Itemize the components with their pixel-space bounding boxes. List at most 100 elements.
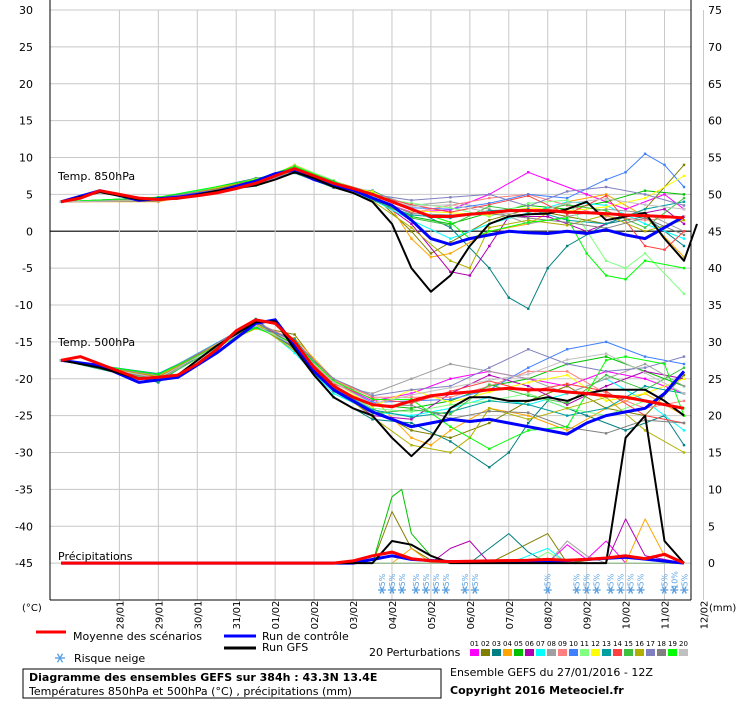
data-point — [371, 392, 373, 394]
data-point — [605, 223, 607, 225]
data-point — [488, 400, 490, 402]
perturbation-swatch — [580, 649, 589, 656]
data-point — [644, 378, 646, 380]
date-tick-label: 03/02 — [349, 601, 360, 630]
date-tick-label: 29/01 — [154, 601, 165, 630]
right-tick-label: 70 — [708, 41, 722, 54]
perturbation-swatch — [624, 649, 633, 656]
data-point — [410, 422, 412, 424]
data-point — [410, 396, 412, 398]
data-point — [683, 186, 685, 188]
data-point — [683, 444, 685, 446]
right-tick-label: 30 — [708, 336, 722, 349]
data-point — [527, 418, 529, 420]
data-point — [566, 385, 568, 387]
data-point — [527, 195, 529, 197]
perturbation-id: 09 — [558, 640, 567, 648]
right-tick-label: 55 — [708, 152, 722, 165]
data-point — [644, 204, 646, 206]
data-point — [430, 444, 432, 446]
data-point — [449, 429, 451, 431]
right-tick-label: 50 — [708, 188, 722, 201]
data-point — [527, 348, 529, 350]
data-point — [566, 429, 568, 431]
data-point — [410, 226, 412, 228]
data-point — [566, 197, 568, 199]
data-point — [410, 389, 412, 391]
perturbation-swatch — [503, 649, 512, 656]
data-point — [371, 418, 373, 420]
data-point — [527, 307, 529, 309]
data-point — [644, 230, 646, 232]
data-point — [605, 370, 607, 372]
date-tick-label: 02/02 — [310, 601, 321, 630]
date-tick-label: 01/02 — [271, 601, 282, 630]
snow-risk-value: 5% — [471, 573, 480, 586]
data-point — [410, 437, 412, 439]
right-tick-label: 20 — [708, 410, 722, 423]
data-point — [605, 198, 607, 200]
right-tick-label: 5 — [708, 520, 715, 533]
data-point — [449, 451, 451, 453]
data-point — [683, 245, 685, 247]
left-tick-label: -15 — [15, 336, 33, 349]
data-point — [449, 398, 451, 400]
data-point — [605, 385, 607, 387]
data-point — [410, 444, 412, 446]
data-point — [605, 195, 607, 197]
data-point — [449, 221, 451, 223]
data-point — [410, 418, 412, 420]
perturbation-id: 19 — [668, 640, 677, 648]
data-point — [683, 400, 685, 402]
data-point — [488, 383, 490, 385]
legend-perturbations-label: 20 Perturbations — [369, 646, 461, 659]
right-tick-label: 35 — [708, 299, 722, 312]
perturbation-id: 20 — [679, 640, 688, 648]
data-point — [566, 190, 568, 192]
date-tick-label: 07/02 — [505, 601, 516, 630]
data-point — [683, 267, 685, 269]
left-tick-label: 30 — [19, 4, 33, 17]
perturbation-id: 18 — [657, 640, 666, 648]
data-point — [605, 209, 607, 211]
data-point — [566, 221, 568, 223]
date-tick-label: 05/02 — [427, 601, 438, 630]
data-point — [566, 407, 568, 409]
data-point — [566, 414, 568, 416]
data-point — [449, 440, 451, 442]
snow-risk-value: 5% — [398, 573, 407, 586]
snow-risk-value: 5% — [442, 573, 451, 586]
data-point — [624, 267, 626, 269]
data-point — [605, 201, 607, 203]
data-point — [624, 278, 626, 280]
data-point — [449, 237, 451, 239]
snow-risk-value: 5% — [617, 573, 626, 586]
right-tick-label: 15 — [708, 447, 722, 460]
perturbation-id: 11 — [580, 640, 589, 648]
date-tick-label: 09/02 — [583, 601, 594, 630]
section-label: Temp. 850hPa — [57, 170, 135, 183]
perturbation-id: 10 — [569, 640, 578, 648]
right-tick-label: 25 — [708, 373, 722, 386]
data-point — [430, 256, 432, 258]
left-tick-label: 10 — [19, 152, 33, 165]
data-point — [488, 205, 490, 207]
data-point — [644, 245, 646, 247]
perturbation-id: 04 — [503, 640, 512, 648]
perturbation-id: 14 — [613, 640, 622, 648]
data-point — [410, 205, 412, 207]
data-point — [449, 425, 451, 427]
data-point — [566, 224, 568, 226]
data-point — [683, 230, 685, 232]
data-point — [644, 392, 646, 394]
chart-subtitle: Températures 850hPa et 500hPa (°C) , pré… — [28, 685, 352, 698]
data-point — [527, 385, 529, 387]
left-tick-label: -40 — [15, 520, 33, 533]
gefs-ensemble-chart: 30 7525 7020 6515 6010 555 500 45-5 40-10 35-15 30… — [0, 0, 740, 700]
perturbation-id: 03 — [492, 640, 501, 648]
right-tick-label: 10 — [708, 483, 722, 496]
data-point — [624, 171, 626, 173]
perturbation-id: 16 — [635, 640, 644, 648]
data-point — [410, 429, 412, 431]
perturbation-swatch — [613, 649, 622, 656]
